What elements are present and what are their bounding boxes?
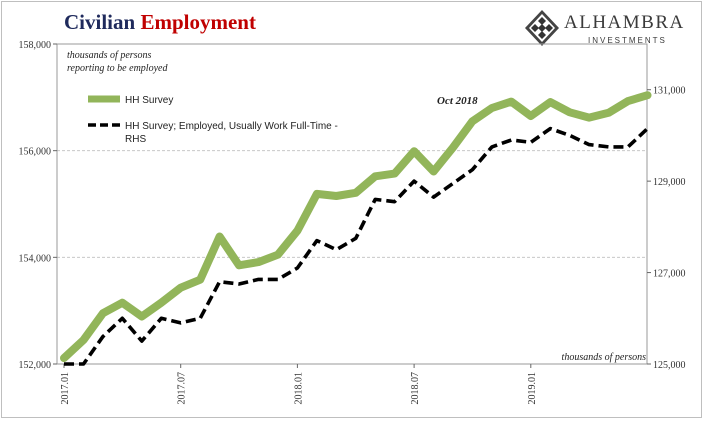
legend-label-fulltime: HH Survey; Employed, Usually Work Full-T… (125, 121, 338, 145)
title-civilian: Civilian (64, 10, 141, 34)
right-tick-label: 125,000 (653, 360, 686, 371)
grid-lines (57, 150, 647, 258)
left-tick-label: 156,000 (19, 147, 52, 158)
left-tick-label: 158,000 (19, 40, 52, 51)
plot-area-border (56, 43, 648, 365)
x-tick-label: 2018.07 (410, 372, 421, 405)
logo-subtitle: INVESTMENTS (588, 36, 667, 45)
right-tick-label: 127,000 (653, 269, 686, 280)
x-tick-label: 2017.01 (60, 372, 71, 405)
x-tick-label: 2018.01 (293, 372, 304, 405)
left-axis-ticks: 152,000 154,000 156,000 158,000 (19, 40, 57, 371)
legend: HH Survey HH Survey; Employed, Usually Wo… (88, 95, 338, 145)
legend-label-hh-survey: HH Survey (125, 95, 173, 106)
series-layer (60, 91, 652, 366)
x-tick-label: 2019.01 (527, 372, 538, 405)
logo-name: ALHAMBRA (564, 12, 685, 33)
right-tick-label: 131,000 (653, 86, 686, 97)
right-axis-note: thousands of persons (562, 352, 647, 363)
left-tick-label: 152,000 (19, 360, 52, 371)
right-axis-ticks: 125,000 127,000 129,000 131,000 (647, 86, 686, 371)
legend-label-fulltime-line2: RHS (125, 134, 146, 145)
annotation-oct-2018: Oct 2018 (437, 95, 478, 107)
series-line-fulltime (64, 126, 649, 366)
diamond-lattice-icon (525, 10, 559, 46)
title-employment: Employment (140, 10, 256, 34)
axis-notes: Oct 2018 thousands of persons reporting to… (67, 50, 646, 363)
series-line-hh-survey (60, 91, 652, 363)
alhambra-logo: ALHAMBRA INVESTMENTS (524, 9, 694, 49)
x-tick-label: 2017.07 (177, 372, 188, 405)
left-axis-note-line2: reporting to be employed (67, 63, 168, 74)
left-tick-label: 154,000 (19, 253, 52, 264)
left-axis-note-line1: thousands of persons (67, 50, 152, 61)
right-tick-label: 129,000 (653, 177, 686, 188)
chart-title: Civilian Employment (64, 10, 256, 35)
plot-border (56, 43, 648, 365)
x-axis-ticks: 2017.01 2017.07 2018.01 2018.07 2019.01 (60, 364, 538, 405)
legend-label-fulltime-line1: HH Survey; Employed, Usually Work Full-T… (125, 121, 338, 132)
